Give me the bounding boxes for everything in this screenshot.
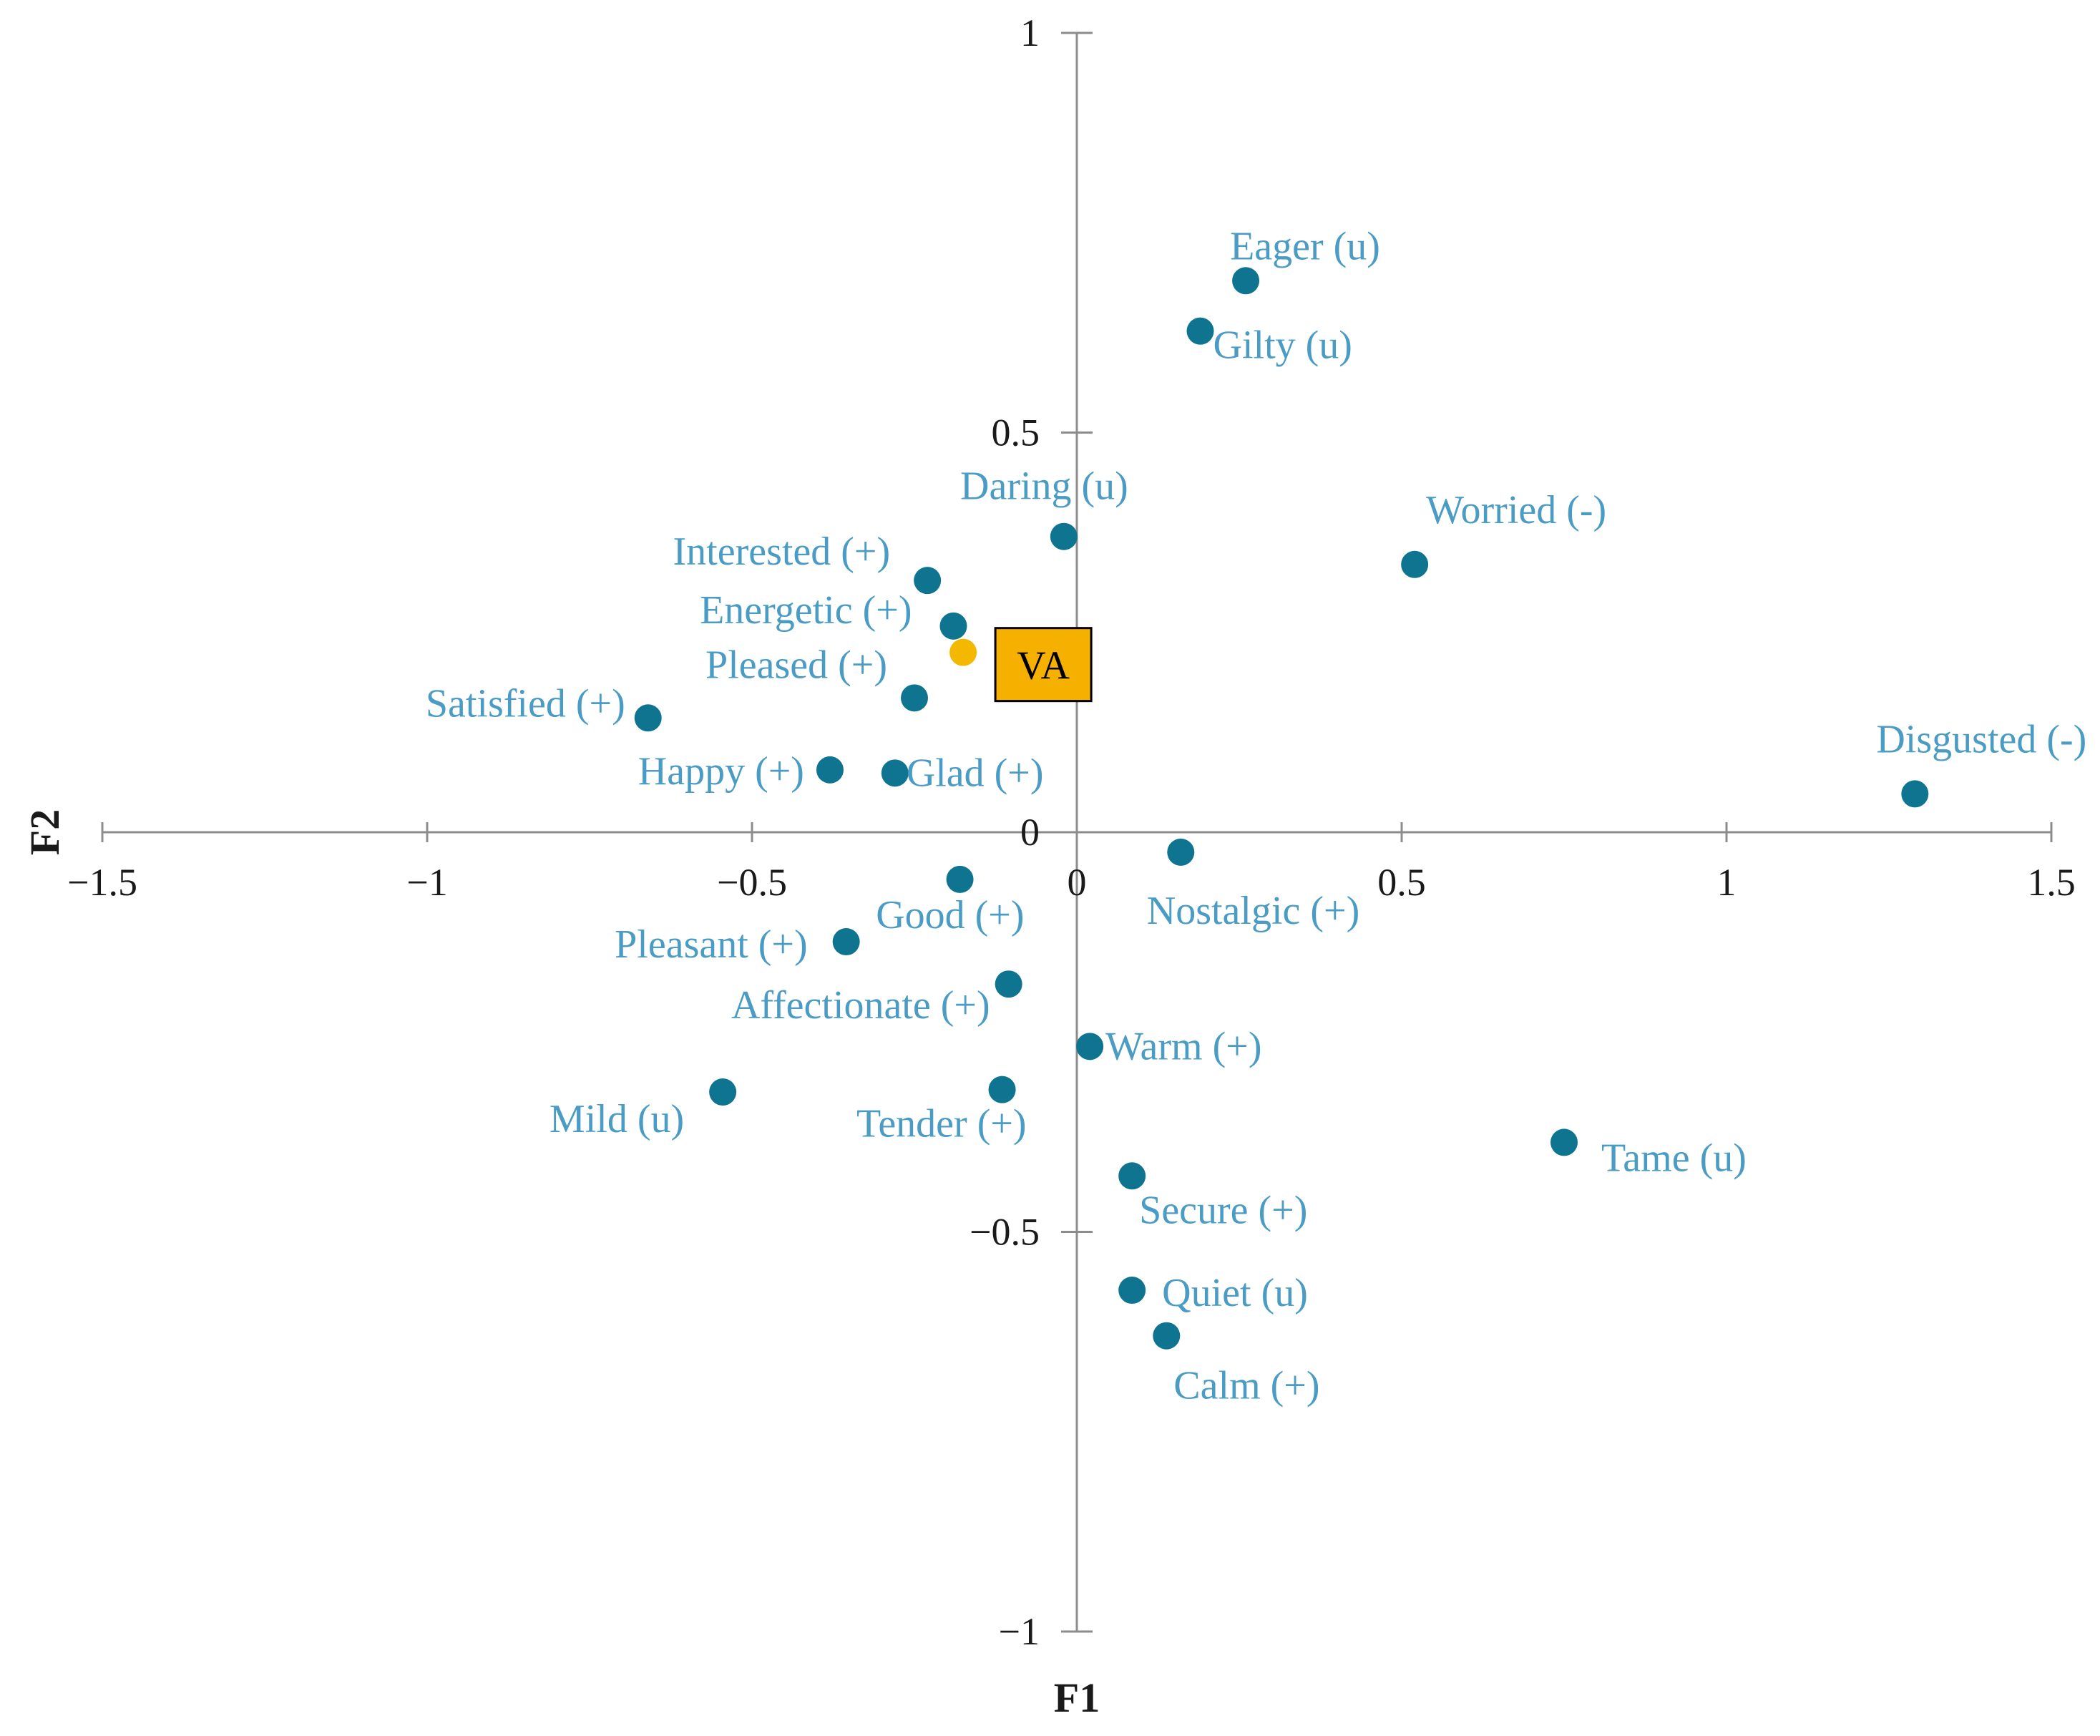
data-point-label: Secure (+)	[1139, 1188, 1307, 1232]
data-point-label: Nostalgic (+)	[1147, 889, 1360, 933]
data-point-label: Warm (+)	[1105, 1024, 1261, 1068]
x-tick-label: 1	[1717, 861, 1737, 904]
data-point-label: Glad (+)	[907, 751, 1044, 795]
data-point	[1186, 317, 1214, 345]
va-point	[949, 638, 977, 666]
y-tick-label: 0.5	[992, 411, 1040, 454]
data-point-label: Calm (+)	[1173, 1364, 1319, 1408]
x-tick-label: 1.5	[2027, 861, 2076, 904]
data-point-label: Tender (+)	[856, 1102, 1027, 1146]
data-point-label: Pleased (+)	[705, 643, 887, 687]
x-tick-label: −1	[406, 861, 447, 904]
data-point	[1232, 267, 1260, 295]
x-axis-title: F1	[1054, 1674, 1100, 1721]
data-point-label: Eager (u)	[1230, 224, 1380, 268]
va-label: VA	[1017, 644, 1070, 688]
x-tick-label: −0.5	[717, 861, 787, 904]
x-tick-label: −1.5	[67, 861, 137, 904]
x-tick-label: 0	[1068, 861, 1087, 904]
data-point	[988, 1076, 1016, 1103]
data-point	[995, 970, 1022, 998]
data-point	[1118, 1162, 1146, 1190]
data-point-label: Good (+)	[876, 893, 1024, 937]
data-point	[634, 704, 662, 732]
data-point	[1050, 522, 1078, 550]
data-point	[914, 567, 942, 595]
data-point	[1153, 1322, 1181, 1350]
data-point	[881, 759, 909, 787]
y-tick-label: 0	[1020, 811, 1040, 854]
data-point	[709, 1078, 737, 1106]
data-point-label: Daring (u)	[960, 464, 1128, 509]
data-point-label: Mild (u)	[550, 1097, 684, 1141]
data-point	[946, 865, 974, 893]
data-point-label: Tame (u)	[1601, 1136, 1747, 1180]
data-point	[1401, 550, 1429, 578]
data-point	[816, 756, 844, 784]
data-point	[939, 612, 967, 640]
data-point-label: Energetic (+)	[700, 588, 912, 633]
data-point-label: Worried (-)	[1426, 488, 1606, 532]
data-point	[1901, 780, 1929, 808]
data-point-label: Pleasant (+)	[615, 922, 808, 967]
data-point-label: Satisfied (+)	[426, 681, 625, 726]
va-label-box	[994, 627, 1093, 703]
y-axis-title: F2	[21, 809, 68, 855]
data-point-label: Happy (+)	[638, 749, 804, 794]
data-point	[1076, 1033, 1104, 1060]
data-points: Eager (u) Gilty (u) Daring (u) Worried (-) I…	[426, 224, 2086, 1408]
highlight-group: VA	[949, 627, 1093, 703]
y-tick-label: 1	[1020, 11, 1040, 54]
data-point-label: Affectionate (+)	[731, 983, 990, 1028]
y-tick-label: −1	[999, 1610, 1040, 1653]
data-point	[901, 684, 928, 712]
x-tick-label: 0.5	[1377, 861, 1426, 904]
data-point-label: Quiet (u)	[1162, 1271, 1308, 1315]
tick-marks: −1.5 −1 −0.5 0 0.5 1 1.5 −1 −0.5 0 0.5 1	[67, 11, 2076, 1653]
data-point	[1118, 1277, 1146, 1305]
data-point	[832, 928, 860, 956]
data-point-label: Disgusted (-)	[1876, 717, 2086, 761]
data-point	[1550, 1128, 1578, 1156]
data-point	[1167, 838, 1195, 866]
y-tick-label: −0.5	[970, 1211, 1040, 1254]
data-point-label: Interested (+)	[673, 530, 891, 574]
data-point-label: Gilty (u)	[1213, 323, 1352, 368]
